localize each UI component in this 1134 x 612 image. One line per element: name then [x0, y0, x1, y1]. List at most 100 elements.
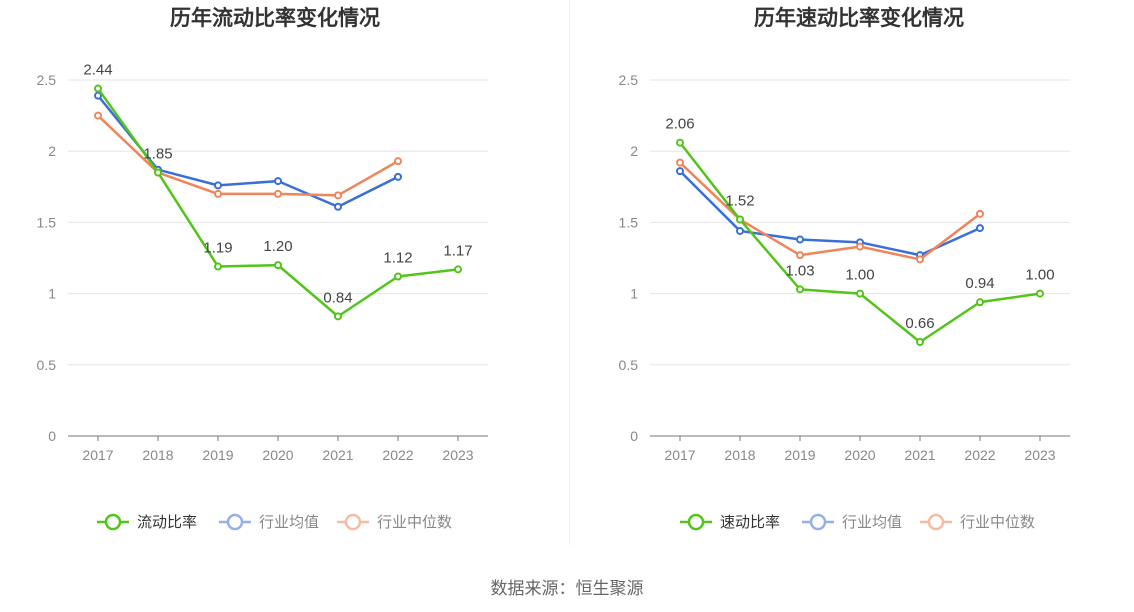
- legend-marker: [104, 513, 122, 531]
- data-point[interactable]: [676, 167, 684, 176]
- data-label: 1.19: [203, 240, 232, 257]
- data-point[interactable]: [334, 312, 342, 321]
- series-line-2: [679, 161, 981, 261]
- data-point[interactable]: [676, 158, 684, 167]
- x-tick-label: 2020: [262, 447, 293, 463]
- y-tick-label: 2: [48, 143, 56, 159]
- data-label: 1.03: [785, 262, 814, 279]
- data-point[interactable]: [274, 177, 282, 186]
- data-point[interactable]: [856, 242, 864, 251]
- data-point[interactable]: [334, 202, 342, 211]
- data-label: 0.94: [965, 275, 994, 292]
- x-tick-label: 2019: [784, 447, 815, 463]
- legend-marker: [226, 513, 244, 531]
- data-point[interactable]: [214, 189, 222, 198]
- legend-item-2[interactable]: 行业中位数: [920, 513, 1035, 531]
- legend-item-0[interactable]: 速动比率: [680, 513, 780, 531]
- y-tick-label: 1: [48, 286, 56, 302]
- data-label: 1.52: [725, 193, 754, 210]
- y-tick-label: 0: [630, 428, 638, 444]
- legend-marker: [809, 513, 827, 531]
- x-tick-label: 2021: [322, 447, 353, 463]
- data-point[interactable]: [736, 215, 744, 224]
- x-tick-label: 2020: [844, 447, 875, 463]
- data-point[interactable]: [1036, 289, 1044, 298]
- legend-label: 速动比率: [720, 514, 780, 531]
- data-point[interactable]: [976, 298, 984, 307]
- data-label: 1.85: [143, 146, 172, 163]
- legend-marker: [927, 513, 945, 531]
- data-label: 1.00: [845, 267, 874, 284]
- legend-label: 行业中位数: [377, 514, 452, 531]
- x-tick-label: 2018: [724, 447, 755, 463]
- data-label: 1.17: [443, 242, 472, 259]
- series-line-0: [96, 87, 459, 318]
- data-label: 2.44: [83, 62, 112, 79]
- data-point[interactable]: [274, 261, 282, 270]
- data-point[interactable]: [394, 157, 402, 166]
- y-tick-label: 2: [630, 143, 638, 159]
- y-tick-label: 1.5: [619, 214, 639, 230]
- y-tick-label: 1.5: [37, 214, 57, 230]
- chart-title: 历年速动比率变化情况: [754, 6, 964, 30]
- data-point[interactable]: [976, 224, 984, 233]
- x-tick-label: 2022: [964, 447, 995, 463]
- data-point[interactable]: [274, 189, 282, 198]
- data-point[interactable]: [214, 262, 222, 271]
- x-tick-label: 2017: [664, 447, 695, 463]
- chart-panel-0: 历年流动比率变化情况 0 0.5 1 1.5 2 2.5 2017 2018 2019 2020 20…: [37, 6, 488, 531]
- legend-item-1[interactable]: 行业均值: [219, 513, 319, 531]
- data-point[interactable]: [94, 111, 102, 120]
- data-point[interactable]: [796, 285, 804, 294]
- y-tick-label: 1: [630, 286, 638, 302]
- x-tick-label: 2017: [82, 447, 113, 463]
- data-point[interactable]: [796, 235, 804, 244]
- data-point[interactable]: [94, 84, 102, 93]
- data-point[interactable]: [736, 226, 744, 235]
- x-tick-label: 2022: [382, 447, 413, 463]
- legend-label: 行业中位数: [960, 514, 1035, 531]
- legend-label: 行业均值: [842, 514, 902, 531]
- legend-marker: [687, 513, 705, 531]
- data-point[interactable]: [454, 265, 462, 274]
- data-label: 1.00: [1025, 267, 1054, 284]
- legend-label: 行业均值: [259, 514, 319, 531]
- y-tick-label: 2.5: [37, 72, 57, 88]
- data-source-note: 数据来源：恒生聚源: [490, 579, 644, 598]
- y-tick-label: 0.5: [619, 357, 639, 373]
- data-point[interactable]: [394, 272, 402, 281]
- x-tick-label: 2018: [142, 447, 173, 463]
- data-point[interactable]: [676, 138, 684, 147]
- data-point[interactable]: [334, 191, 342, 200]
- series-line-1: [679, 170, 981, 257]
- y-tick-label: 0.5: [37, 357, 57, 373]
- series-line-2: [97, 114, 399, 197]
- x-tick-label: 2021: [904, 447, 935, 463]
- data-label: 1.12: [383, 250, 412, 267]
- data-point[interactable]: [916, 338, 924, 347]
- data-label: 0.66: [905, 315, 934, 332]
- x-tick-label: 2019: [202, 447, 233, 463]
- panel-divider: [569, 0, 570, 545]
- legend-label: 流动比率: [137, 514, 197, 531]
- x-tick-label: 2023: [1024, 447, 1055, 463]
- legend-item-2[interactable]: 行业中位数: [337, 513, 452, 531]
- legend-marker: [344, 513, 362, 531]
- legend-item-1[interactable]: 行业均值: [802, 513, 902, 531]
- legend-item-0[interactable]: 流动比率: [97, 513, 197, 531]
- data-point[interactable]: [394, 172, 402, 181]
- data-point[interactable]: [856, 289, 864, 298]
- data-point[interactable]: [796, 251, 804, 260]
- data-label: 1.20: [263, 238, 292, 255]
- data-point[interactable]: [976, 209, 984, 218]
- data-label: 2.06: [665, 116, 694, 133]
- data-point[interactable]: [214, 181, 222, 190]
- x-tick-label: 2023: [442, 447, 473, 463]
- chart-title: 历年流动比率变化情况: [170, 6, 380, 30]
- data-point[interactable]: [154, 168, 162, 177]
- data-point[interactable]: [94, 91, 102, 100]
- y-tick-label: 2.5: [619, 72, 639, 88]
- data-point[interactable]: [916, 255, 924, 264]
